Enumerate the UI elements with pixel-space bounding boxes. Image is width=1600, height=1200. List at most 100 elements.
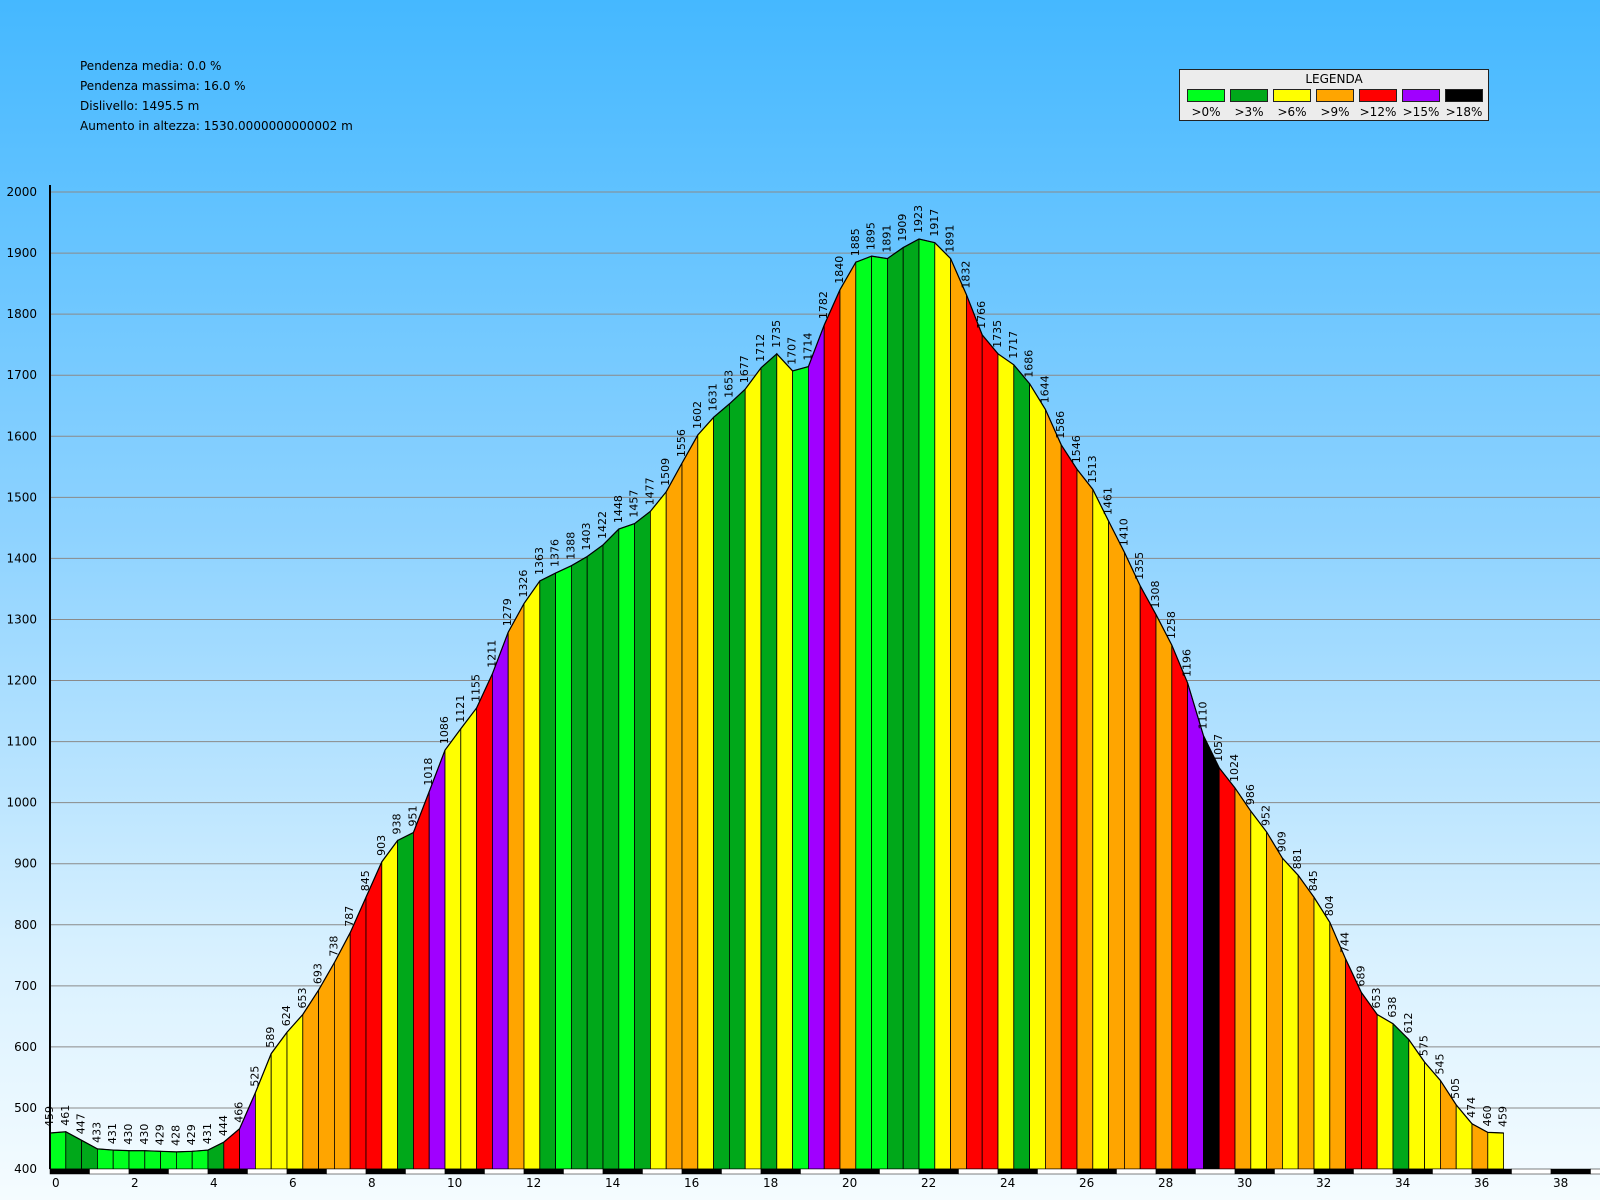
- elevation-label: 525: [248, 1066, 261, 1087]
- elevation-label: 1211: [485, 640, 498, 668]
- elevation-label: 612: [1402, 1013, 1415, 1034]
- x-tick-label: 12: [526, 1176, 541, 1190]
- profile-line: [49, 238, 1504, 1153]
- distance-bar-block: [958, 1168, 999, 1175]
- elevation-label: 1832: [959, 261, 972, 289]
- elevation-label: 1403: [580, 523, 593, 551]
- elevation-label: 466: [233, 1102, 246, 1123]
- y-tick-label: 1300: [6, 612, 37, 626]
- elevation-label: 1586: [1054, 411, 1067, 439]
- elevation-label: 952: [1260, 805, 1273, 826]
- distance-bar-block: [1471, 1168, 1512, 1175]
- slope-segment: [97, 1148, 114, 1170]
- avg-slope-text: Pendenza media: 0.0 %: [80, 59, 222, 73]
- slope-segment: [428, 749, 446, 1170]
- distance-bar-block: [1590, 1168, 1600, 1175]
- distance-bar-block: [1353, 1168, 1394, 1175]
- elevation-label: 1917: [928, 209, 941, 237]
- slope-segment: [776, 352, 793, 1170]
- y-tick-label: 1700: [6, 368, 37, 382]
- slope-segment: [333, 932, 351, 1170]
- distance-bar-block: [800, 1168, 841, 1175]
- distance-bar-block: [405, 1168, 446, 1175]
- elevation-label: 545: [1433, 1053, 1446, 1074]
- elevation-label: 1155: [470, 674, 483, 702]
- legend-swatch-0: [1187, 89, 1225, 102]
- slope-segment: [1250, 809, 1267, 1170]
- slope-segment: [318, 961, 335, 1170]
- slope-segment: [412, 791, 430, 1170]
- distance-bar-block: [602, 1168, 643, 1175]
- slope-segment: [571, 555, 588, 1170]
- elevation-label: 1909: [896, 214, 909, 242]
- y-tick-label: 1000: [6, 796, 37, 810]
- elevation-label: 1018: [422, 758, 435, 786]
- y-tick-label: 400: [14, 1162, 37, 1176]
- elevation-label: 1461: [1102, 487, 1115, 515]
- x-tick-label: 32: [1316, 1176, 1331, 1190]
- legend-item-6: >18%: [1444, 89, 1484, 119]
- slope-segment: [1139, 585, 1157, 1170]
- legend-label-6: >18%: [1445, 105, 1483, 119]
- slope-segment: [1092, 489, 1109, 1170]
- elevation-label: 431: [106, 1123, 119, 1144]
- slope-segment: [381, 839, 399, 1170]
- x-tick-label: 22: [921, 1176, 936, 1190]
- slope-segment: [1313, 895, 1331, 1170]
- elevation-label: 1735: [991, 320, 1004, 348]
- slope-segment: [491, 632, 509, 1170]
- elevation-label: 1363: [533, 547, 546, 575]
- slope-segment: [1392, 1022, 1410, 1170]
- distance-bar-block: [484, 1168, 525, 1175]
- elevation-label: 881: [1291, 848, 1304, 869]
- slope-segment: [981, 333, 999, 1170]
- elevation-label: 1110: [1196, 701, 1209, 729]
- elevation-label: 1509: [659, 458, 672, 486]
- elevation-label: 1477: [643, 477, 656, 505]
- y-tick-label: 1600: [6, 429, 37, 443]
- distance-bar-block: [839, 1168, 880, 1175]
- x-tick-label: 10: [447, 1176, 462, 1190]
- elevation-label: 1024: [1228, 754, 1241, 782]
- x-tick-label: 28: [1158, 1176, 1173, 1190]
- elevation-label: 1840: [833, 256, 846, 284]
- elevation-label: 738: [327, 936, 340, 957]
- elevation-label: 1631: [707, 383, 720, 411]
- distance-bar-block: [444, 1168, 485, 1175]
- elevation-label: 430: [122, 1124, 135, 1145]
- elevation-label: 428: [169, 1125, 182, 1146]
- elevation-label: 1258: [1165, 611, 1178, 639]
- x-tick-label: 26: [1079, 1176, 1094, 1190]
- slope-segment: [760, 352, 778, 1170]
- slope-segment: [918, 238, 936, 1170]
- y-tick-label: 900: [14, 857, 37, 871]
- elevation-label: 433: [90, 1122, 103, 1143]
- elevation-label: 1308: [1149, 581, 1162, 609]
- slope-segment: [1282, 857, 1299, 1170]
- slope-segment: [444, 727, 462, 1170]
- elevation-label: 589: [264, 1027, 277, 1048]
- elevation-label: 474: [1465, 1097, 1478, 1118]
- x-tick-label: 2: [131, 1176, 139, 1190]
- slope-segment: [175, 1150, 193, 1170]
- elevation-label: 1717: [1007, 331, 1020, 359]
- slope-segment: [855, 255, 872, 1170]
- elevation-label: 624: [280, 1005, 293, 1026]
- slope-segment: [1187, 682, 1204, 1170]
- distance-bar-block: [49, 1168, 90, 1175]
- distance-bar-block: [326, 1168, 367, 1175]
- max-slope-text: Pendenza massima: 16.0 %: [80, 79, 246, 93]
- elevation-label: 461: [59, 1105, 72, 1126]
- slope-segment: [602, 528, 620, 1170]
- slope-segment: [744, 366, 762, 1170]
- elevation-label: 787: [343, 906, 356, 927]
- elevation-label: 951: [406, 806, 419, 827]
- slope-segment: [950, 258, 967, 1170]
- elevation-label: 1653: [722, 370, 735, 398]
- slope-segment: [1171, 644, 1188, 1170]
- distance-bar-block: [1313, 1168, 1354, 1175]
- slope-segment: [112, 1149, 130, 1170]
- distance-bar-block: [365, 1168, 406, 1175]
- slope-segment: [887, 246, 904, 1170]
- distance-bar-block: [207, 1168, 248, 1175]
